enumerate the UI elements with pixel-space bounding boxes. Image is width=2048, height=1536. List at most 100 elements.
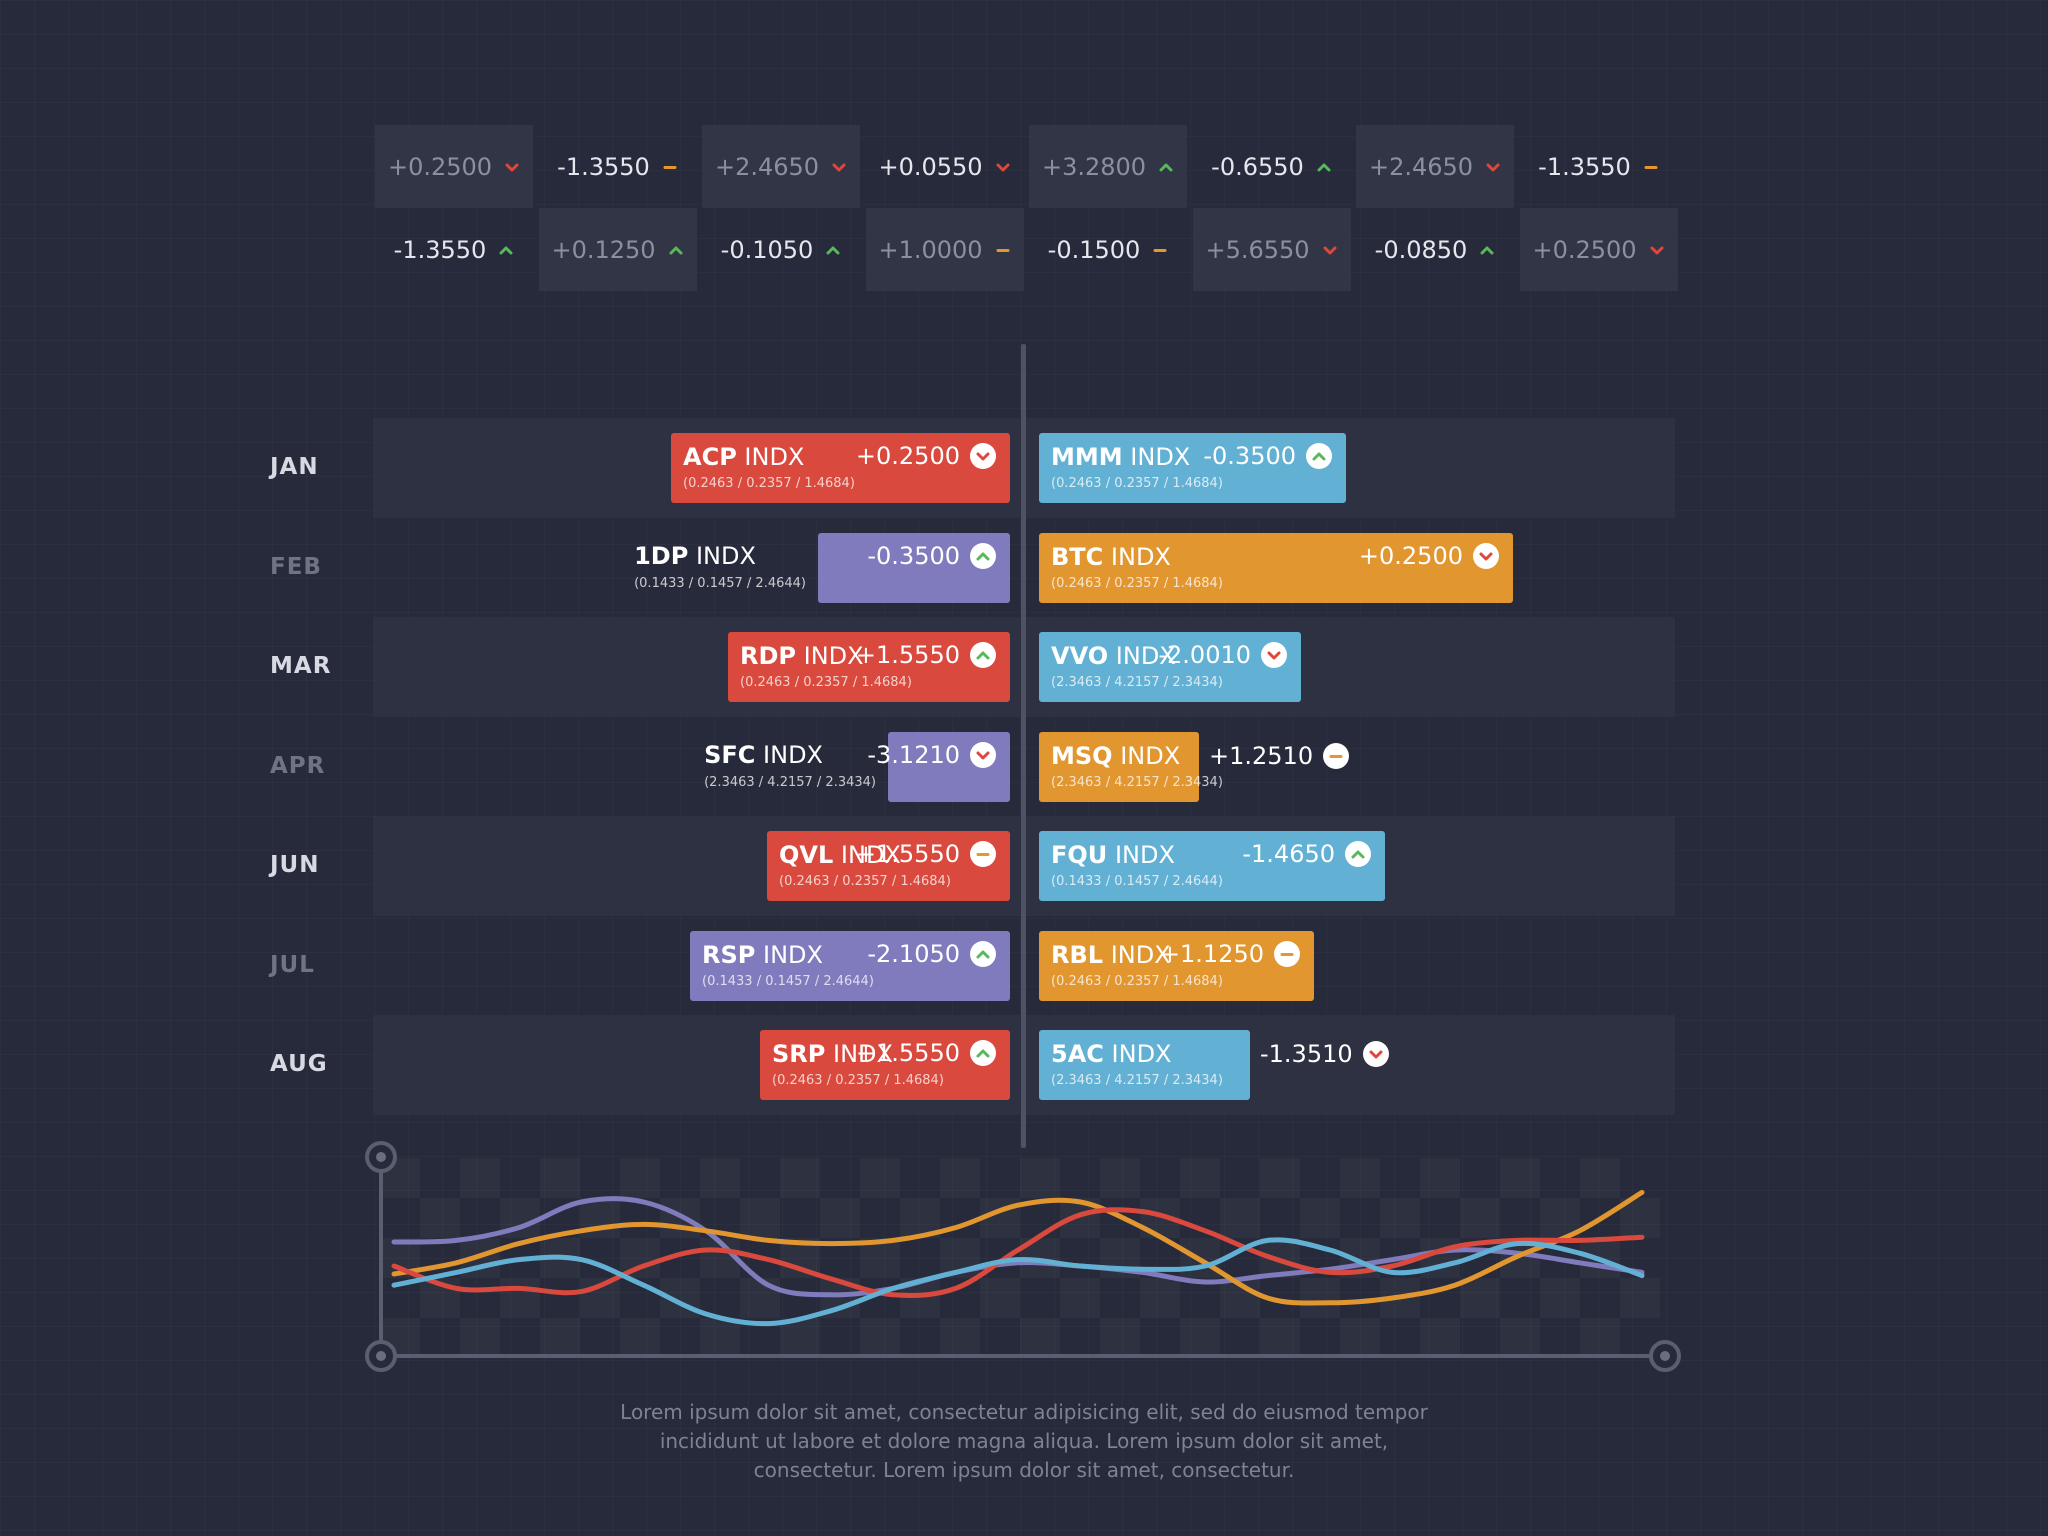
minus-icon — [1643, 159, 1659, 175]
index-ticker: SFC — [704, 740, 756, 769]
index-suffix: INDX — [763, 740, 823, 769]
index-name: 5AC INDX — [1051, 1040, 1171, 1068]
chevron-down-icon — [1322, 242, 1338, 258]
index-change: +1.5550 — [856, 1039, 996, 1067]
chevron-up-icon — [970, 542, 996, 569]
ticker-value: +0.0550 — [878, 152, 983, 181]
index-name: RBL INDX — [1051, 941, 1171, 969]
index-bar: MMM INDX (0.2463 / 0.2357 / 1.4684) -0.350… — [1039, 433, 1346, 503]
index-ticker: MSQ — [1051, 741, 1113, 770]
index-name: RSP INDX — [702, 941, 823, 969]
index-subvalues: (0.2463 / 0.2357 / 1.4684) — [1051, 476, 1223, 491]
index-ticker: QVL — [779, 841, 834, 869]
ticker-cell: -0.1050 — [702, 208, 860, 291]
minus-icon — [995, 242, 1011, 258]
chevron-up-icon — [1345, 841, 1371, 867]
index-suffix: INDX — [744, 443, 805, 471]
chevron-down-icon — [970, 741, 996, 768]
index-suffix: INDX — [803, 642, 864, 670]
ticker-value: +2.4650 — [714, 152, 820, 181]
index-name: RDP INDX — [740, 642, 864, 670]
index-change-value: +1.2510 — [1209, 741, 1314, 770]
index-suffix: INDX — [1115, 642, 1176, 670]
index-ticker: FQU — [1051, 841, 1108, 869]
index-change: -0.3500 — [867, 542, 996, 570]
index-subvalues: (0.1433 / 0.1457 / 2.4644) — [634, 575, 806, 591]
chevron-down-icon — [1485, 159, 1501, 175]
index-change: -3.1210 — [867, 741, 996, 769]
chevron-down-icon — [970, 443, 996, 469]
index-ticker: ACP — [683, 443, 737, 471]
ticker-value: -1.3550 — [1538, 152, 1631, 181]
index-subvalues: (0.2463 / 0.2357 / 1.4684) — [1051, 973, 1223, 989]
ticker-value: -1.3550 — [557, 152, 650, 181]
index-change: +0.2500 — [856, 442, 996, 470]
line-series-orange — [391, 1189, 1645, 1306]
index-subvalues: (0.2463 / 0.2357 / 1.4684) — [683, 476, 855, 491]
chevron-up-icon — [970, 940, 996, 967]
ticker-cell: +0.2500 — [375, 125, 533, 208]
index-change-value: -0.3500 — [1203, 442, 1296, 470]
index-bar: ACP INDX (0.2463 / 0.2357 / 1.4684) +0.250… — [671, 433, 1010, 503]
chevron-down-icon — [1362, 1041, 1389, 1067]
index-suffix: INDX — [833, 1040, 893, 1068]
ticker-value: -0.0850 — [1374, 235, 1468, 264]
ticker-value: -0.6550 — [1211, 152, 1304, 181]
chevron-up-icon — [970, 642, 996, 668]
index-change-value: +1.5550 — [855, 1039, 960, 1067]
month-label: MAR — [270, 653, 332, 679]
ticker-value: +3.2800 — [1041, 152, 1147, 181]
index-change: +1.2510 — [1209, 741, 1350, 770]
ticker-cell: +3.2800 — [1029, 125, 1187, 208]
ticker-value: -0.1050 — [720, 235, 814, 264]
index-bar: QVL INDX (0.2463 / 0.2357 / 1.4684) +1.555… — [767, 831, 1010, 901]
index-name: SRP INDX — [772, 1040, 893, 1068]
minus-icon — [662, 159, 678, 175]
axis-knob-origin — [365, 1340, 397, 1372]
ticker-cell: +2.4650 — [702, 125, 860, 208]
index-change-value: -2.1050 — [867, 939, 960, 968]
index-name: FQU INDX — [1051, 841, 1175, 869]
chevron-up-icon — [970, 1040, 996, 1066]
index-ticker: SRP — [772, 1040, 826, 1068]
index-change: -1.3510 — [1260, 1040, 1389, 1068]
index-change-value: -0.3500 — [867, 541, 960, 570]
index-name: BTC INDX — [1051, 543, 1171, 571]
ticker-cell: +1.0000 — [865, 208, 1024, 291]
index-subvalues: (0.2463 / 0.2357 / 1.4684) — [779, 874, 951, 889]
ticker-cell: +0.2500 — [1519, 208, 1678, 291]
ticker-cell: +2.4650 — [1356, 125, 1514, 208]
index-change: +1.5550 — [856, 840, 996, 868]
chevron-down-icon — [1473, 542, 1499, 569]
footer-line: consectetur. Lorem ipsum dolor sit amet,… — [753, 1458, 1295, 1482]
ticker-cell: +0.0550 — [866, 125, 1024, 208]
index-suffix: INDX — [840, 841, 901, 869]
ticker-cell: -0.1500 — [1029, 208, 1187, 291]
chevron-down-icon — [831, 159, 847, 175]
index-name: MMM INDX — [1051, 443, 1190, 471]
index-subvalues: (0.1433 / 0.1457 / 2.4644) — [1051, 874, 1223, 889]
index-bar: -3.1210 — [867, 731, 1010, 802]
footer-text: Lorem ipsum dolor sit amet, consectetur … — [560, 1398, 1488, 1485]
ticker-value: +1.0000 — [878, 235, 983, 264]
ticker-cell: +0.1250 — [538, 208, 697, 291]
index-subvalues: (0.2463 / 0.2357 / 1.4684) — [740, 675, 912, 690]
index-name: VVO INDX — [1051, 642, 1176, 670]
ticker-value: +0.1250 — [551, 235, 656, 264]
chevron-up-icon — [498, 242, 514, 258]
index-change: +1.5550 — [856, 641, 996, 669]
ticker-cell: -0.6550 — [1193, 125, 1351, 208]
month-label: AUG — [270, 1051, 328, 1077]
index-change-value: +1.5550 — [855, 641, 960, 669]
footer-line: Lorem ipsum dolor sit amet, consectetur … — [620, 1400, 1428, 1424]
month-label: JUN — [270, 852, 320, 878]
index-change: +1.1250 — [1160, 940, 1300, 968]
index-subvalues: (2.3463 / 4.2157 / 2.3434) — [1051, 675, 1223, 690]
ticker-value: +0.2500 — [387, 152, 493, 181]
ticker-value: -0.1500 — [1047, 235, 1141, 264]
index-suffix: INDX — [1110, 542, 1171, 571]
line-series-red — [391, 1207, 1645, 1299]
ticker-cell: +5.6550 — [1192, 208, 1351, 291]
index-bar: SRP INDX (0.2463 / 0.2357 / 1.4684) +1.555… — [760, 1030, 1010, 1100]
chevron-up-icon — [1316, 159, 1332, 175]
